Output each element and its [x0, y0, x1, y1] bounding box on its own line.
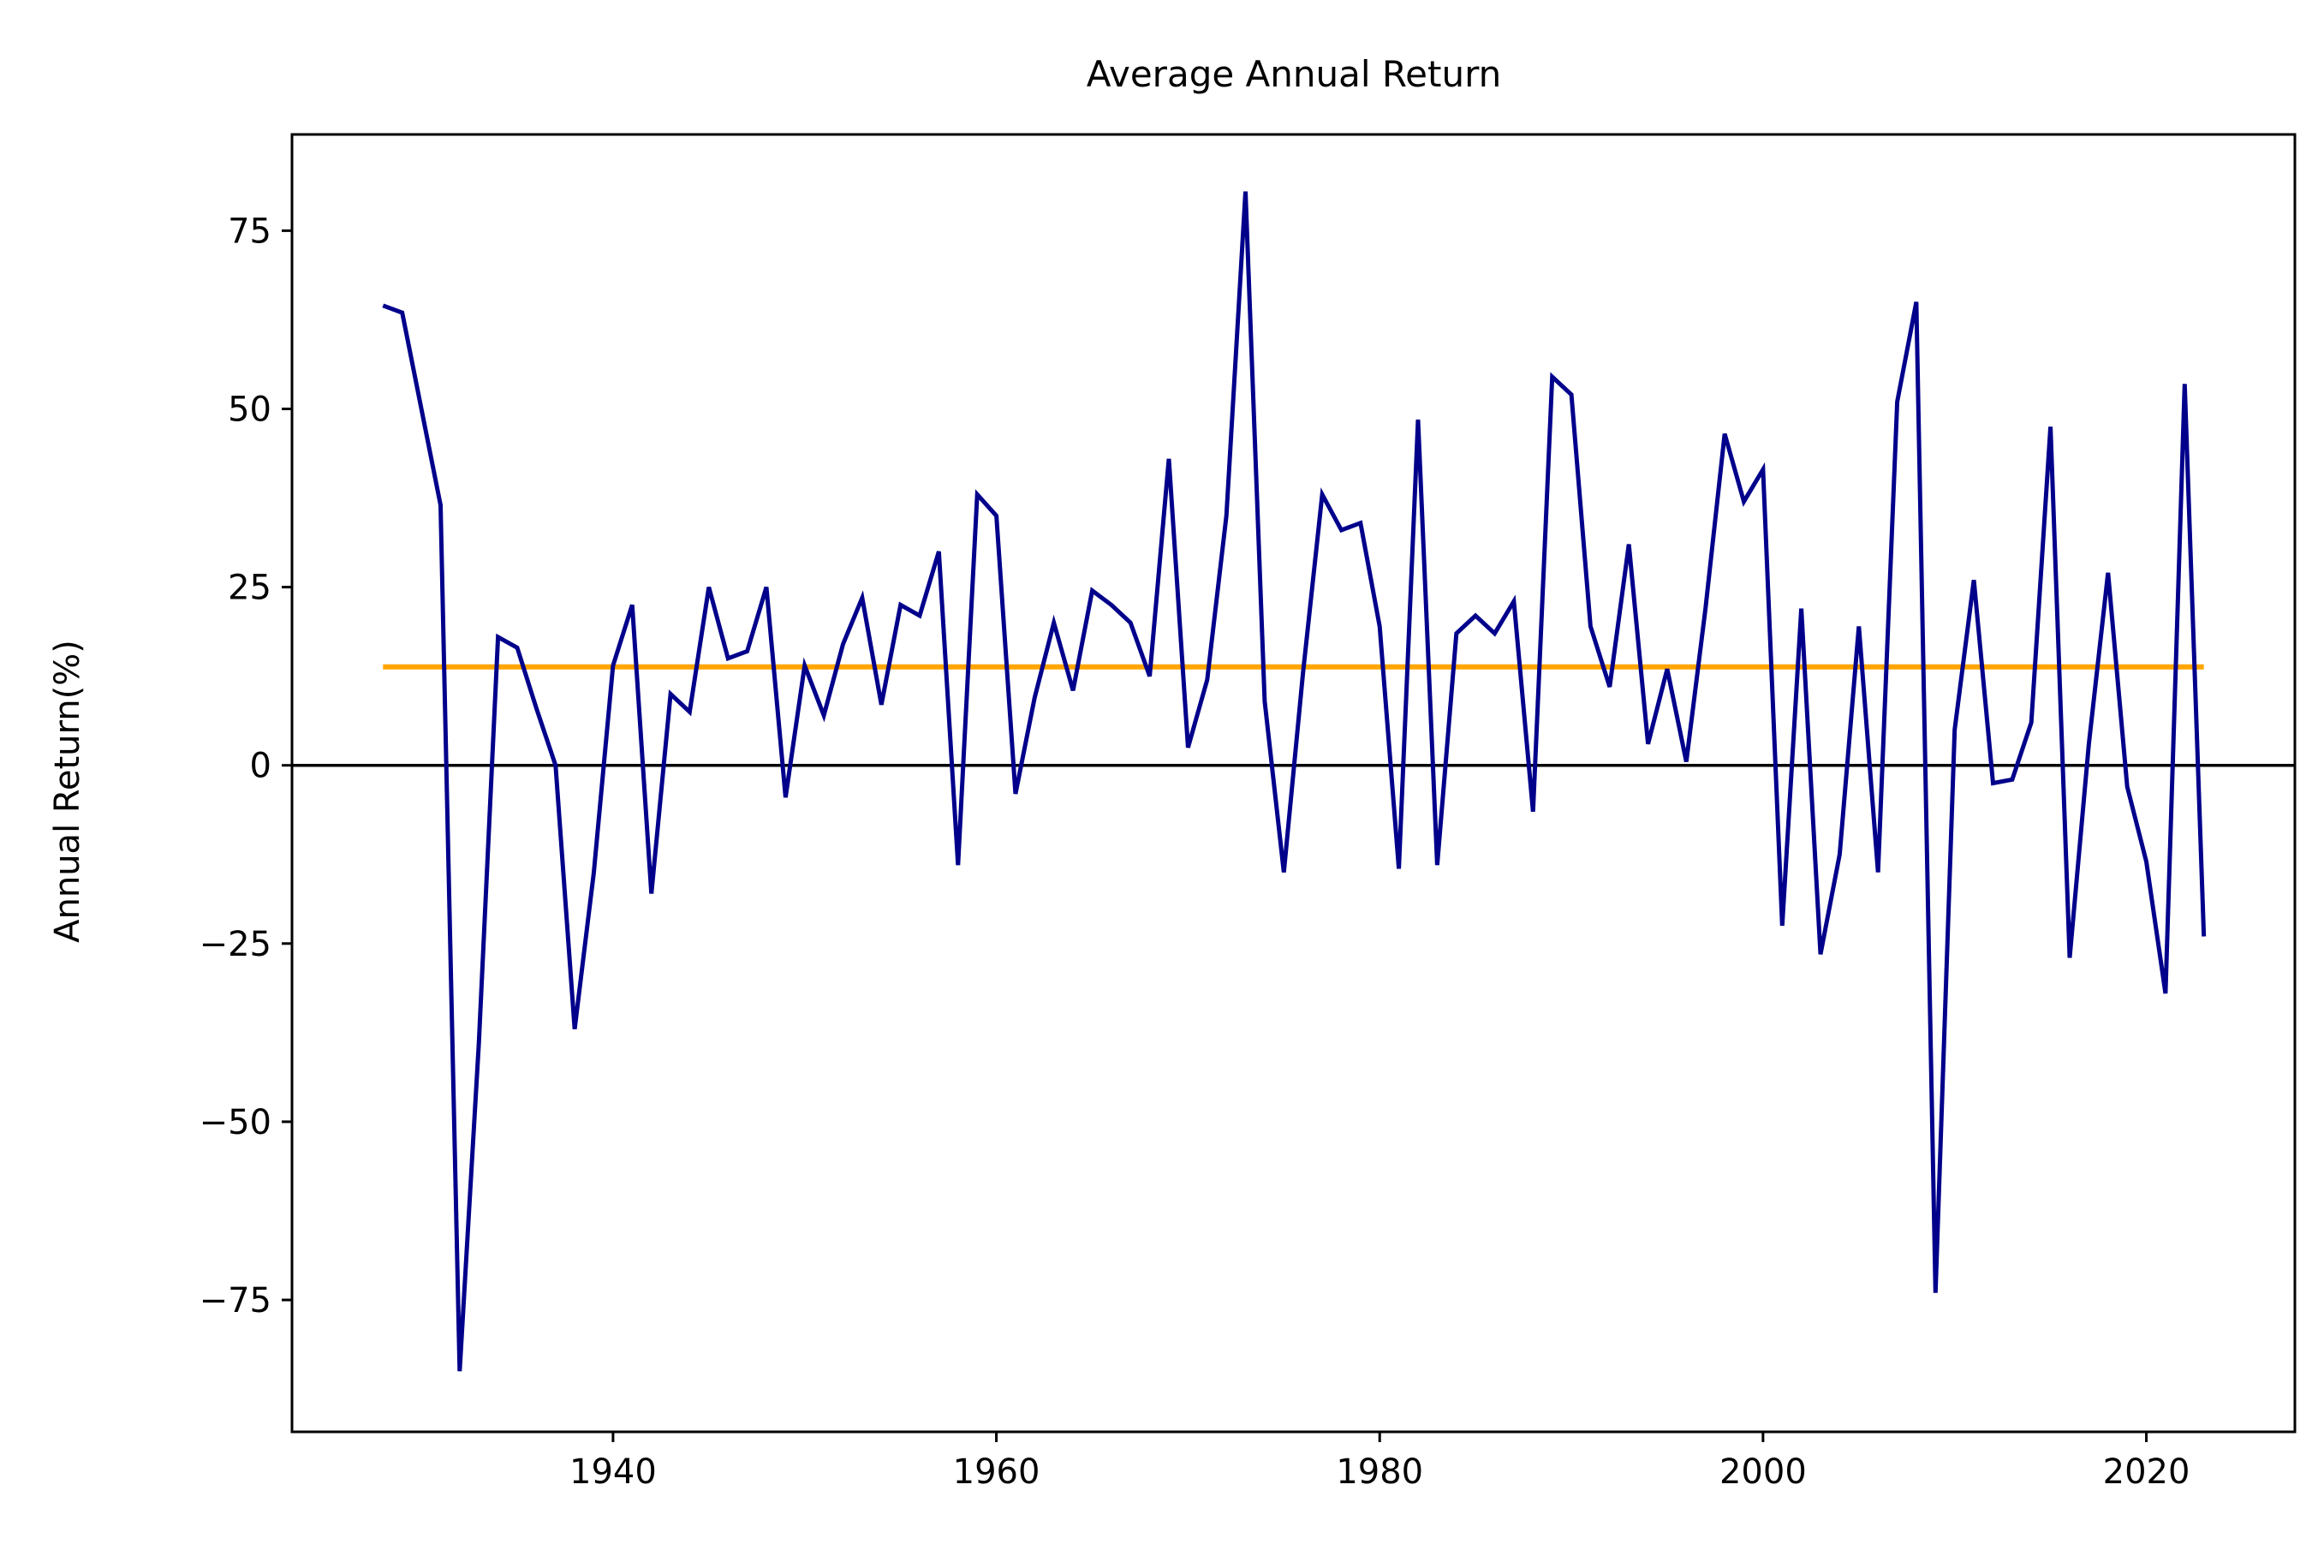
- y-tick-label: 75: [228, 212, 271, 251]
- x-axis-ticks: 1940 1960 1980 2000 2020: [569, 1432, 2190, 1492]
- x-tick-label: 1940: [569, 1452, 657, 1492]
- y-tick-label: −50: [200, 1103, 271, 1142]
- y-tick-label: −25: [200, 925, 271, 964]
- x-tick-label: 1960: [953, 1452, 1040, 1492]
- y-tick-label: 25: [228, 569, 271, 608]
- x-tick-label: 2020: [2103, 1452, 2190, 1492]
- y-tick-label: 50: [228, 390, 271, 429]
- plot-lines: [292, 191, 2295, 1372]
- chart-title: Average Annual Return: [1087, 53, 1502, 95]
- y-axis-label: Annual Return(%): [48, 640, 87, 943]
- y-tick-label: −75: [200, 1281, 271, 1321]
- x-tick-label: 1980: [1336, 1452, 1423, 1492]
- x-tick-label: 2000: [1719, 1452, 1807, 1492]
- plot-frame: [290, 133, 2297, 1434]
- y-axis-ticks: 75 50 25 0 −25 −50 −75: [200, 212, 292, 1321]
- y-tick-label: 0: [250, 747, 271, 786]
- annual-return-line: [382, 191, 2207, 1372]
